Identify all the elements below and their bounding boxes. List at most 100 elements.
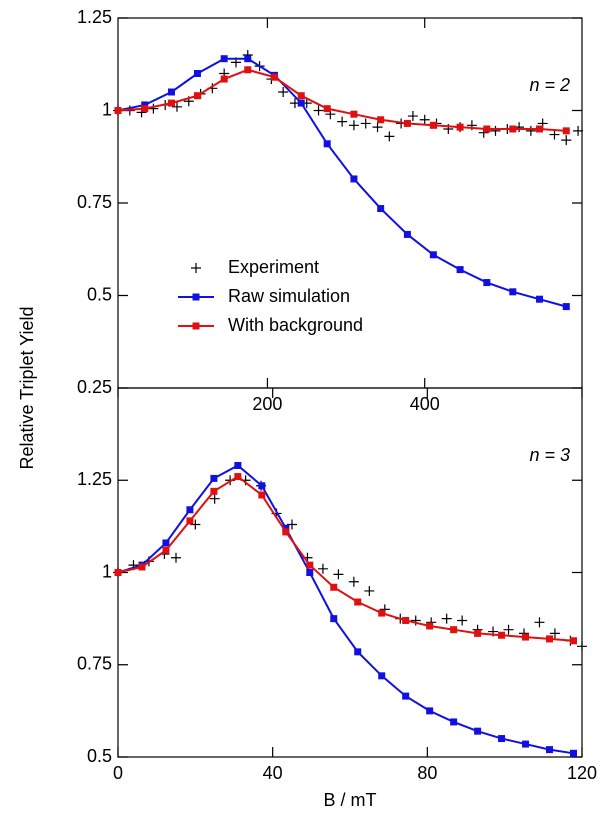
marker (333, 569, 344, 580)
marker (282, 528, 290, 536)
legend-marker (191, 263, 201, 273)
x-tick-label: 0 (113, 763, 123, 783)
x-tick-label: 200 (252, 394, 282, 414)
marker (403, 230, 411, 238)
marker (372, 122, 383, 133)
marker (220, 55, 228, 63)
marker (384, 131, 395, 142)
marker (569, 637, 577, 645)
marker (350, 175, 358, 183)
marker (148, 103, 159, 114)
marker (407, 111, 418, 122)
marker (354, 598, 362, 606)
marker (498, 631, 506, 639)
series-line (117, 464, 574, 755)
marker (297, 99, 305, 107)
marker (456, 266, 464, 274)
marker (503, 624, 514, 635)
plot-frame (117, 387, 583, 758)
marker (525, 125, 536, 136)
marker (402, 692, 410, 700)
marker (457, 615, 468, 626)
marker (562, 127, 570, 135)
y-tick-label: 0.5 (87, 284, 112, 304)
marker (306, 561, 314, 569)
marker (546, 635, 554, 643)
marker (546, 746, 554, 754)
y-tick-label: 1.25 (77, 7, 112, 27)
marker (313, 105, 324, 116)
marker (330, 583, 338, 591)
series-line (117, 68, 567, 132)
marker (549, 628, 560, 639)
marker (244, 55, 252, 63)
marker (562, 303, 570, 311)
annotation: n = 3 (529, 445, 570, 465)
marker (141, 105, 149, 113)
marker (441, 613, 452, 624)
series-line (117, 475, 574, 642)
marker (490, 125, 501, 136)
marker (378, 672, 386, 680)
legend-marker (192, 293, 200, 301)
marker (426, 622, 434, 630)
marker (354, 648, 362, 656)
legend-label: Raw simulation (228, 286, 350, 306)
series-line (117, 57, 567, 308)
marker (450, 626, 458, 634)
marker (162, 539, 170, 547)
marker (419, 114, 430, 125)
marker (350, 110, 358, 118)
marker (474, 727, 482, 735)
marker (377, 116, 385, 124)
marker (167, 88, 175, 96)
marker (474, 629, 482, 637)
marker (167, 99, 175, 107)
marker (190, 519, 201, 530)
marker (577, 641, 587, 652)
x-axis-label: B / mT (324, 790, 377, 810)
marker (171, 101, 182, 112)
marker (323, 105, 331, 113)
x-tick-label: 80 (417, 763, 437, 783)
marker (360, 118, 371, 129)
x-tick-label: 400 (410, 394, 440, 414)
marker (429, 251, 437, 259)
marker (522, 633, 530, 641)
marker (348, 120, 359, 131)
annotation: n = 2 (529, 75, 570, 95)
marker (536, 125, 544, 133)
marker (258, 482, 266, 490)
marker (234, 461, 242, 469)
legend-label: With background (228, 315, 363, 335)
y-tick-label: 0.25 (77, 377, 112, 397)
y-tick-label: 1 (102, 561, 112, 581)
marker (569, 749, 577, 757)
marker (278, 87, 289, 97)
marker (244, 66, 252, 74)
marker (220, 75, 228, 83)
marker (450, 718, 458, 726)
y-tick-label: 0.5 (87, 746, 112, 766)
marker (141, 101, 149, 109)
marker (364, 585, 375, 596)
marker (193, 92, 201, 100)
marker (258, 491, 266, 499)
marker (426, 707, 434, 715)
marker (282, 524, 290, 532)
marker (210, 487, 218, 495)
marker (573, 125, 584, 136)
marker (330, 615, 338, 623)
marker (317, 563, 328, 574)
marker (509, 125, 517, 133)
marker (171, 552, 181, 563)
y-tick-label: 1.25 (77, 469, 112, 489)
y-axis-label: Relative Triplet Yield (17, 306, 37, 469)
marker (522, 740, 530, 748)
marker (561, 135, 572, 146)
marker (429, 121, 437, 129)
marker (138, 563, 146, 571)
y-tick-label: 0.75 (77, 654, 112, 674)
marker (114, 569, 122, 576)
